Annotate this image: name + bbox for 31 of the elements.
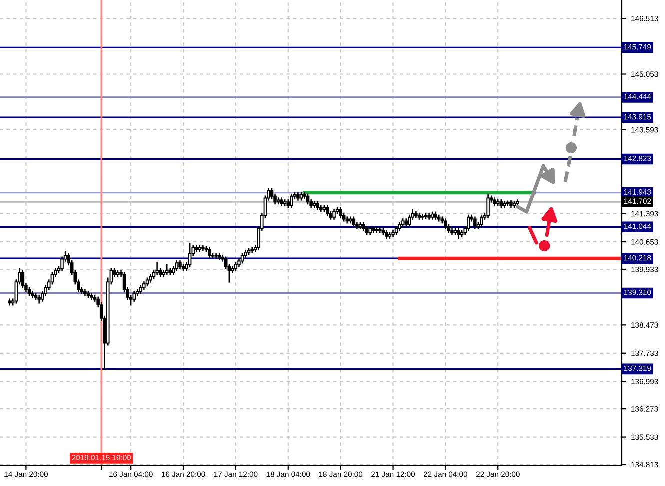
candlestick <box>132 291 136 302</box>
candlestick <box>240 252 244 264</box>
candlestick <box>38 294 41 304</box>
candlestick <box>188 243 192 268</box>
candlestick <box>250 247 254 254</box>
candlestick <box>486 194 490 218</box>
candlestick <box>467 214 470 232</box>
candlestick <box>214 252 218 259</box>
candlestick <box>320 205 323 212</box>
candlestick <box>421 214 424 220</box>
candlestick <box>202 245 205 252</box>
candlestick <box>457 228 460 239</box>
candlestick <box>480 214 484 228</box>
candlestick <box>8 298 12 306</box>
candlestick <box>444 218 448 230</box>
candlestick <box>332 209 336 220</box>
candlestick <box>375 227 378 234</box>
candlestick <box>306 194 310 205</box>
candlestick <box>175 260 179 272</box>
candlestick <box>352 216 356 228</box>
candlestick <box>166 264 169 276</box>
candlestick <box>290 194 294 208</box>
candlestick <box>378 227 382 234</box>
candlestick <box>349 216 352 224</box>
candlestick <box>474 216 477 230</box>
candlestick <box>21 270 25 289</box>
candlestick <box>156 262 159 276</box>
candlestick <box>339 207 342 218</box>
candlestick <box>208 247 212 258</box>
candlestick <box>326 205 330 216</box>
candlestick <box>231 266 234 274</box>
